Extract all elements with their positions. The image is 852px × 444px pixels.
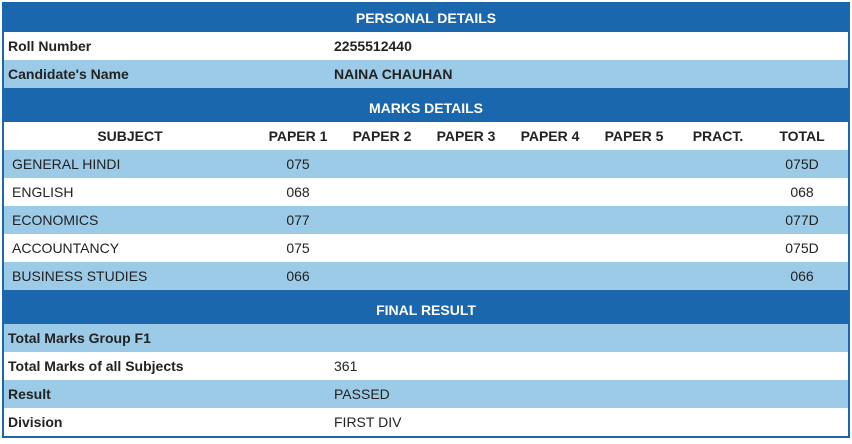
marks-row: ACCOUNTANCY 075 075D [4,234,848,262]
column-header: PAPER 2 [352,128,412,144]
row-label: Roll Number [8,38,92,54]
row-value: PASSED [334,386,390,402]
mark-cell: 077D [785,212,819,228]
column-header: PAPER 3 [436,128,496,144]
mark-cell: 075 [286,240,310,256]
subject-name: ECONOMICS [12,212,99,228]
result-row: Total Marks Group F1 [4,324,848,352]
row-label: Total Marks of all Subjects [8,358,184,374]
row-label: Division [8,414,63,430]
mark-cell: 066 [286,268,310,284]
personal-section: PERSONAL DETAILS Roll Number 2255512440 Ca… [4,4,848,88]
marks-row: GENERAL HINDI 075 075D [4,150,848,178]
column-header: SUBJECT [97,128,163,144]
marks-row: ENGLISH 068 068 [4,178,848,206]
marks-section: MARKS DETAILS SUBJECT PAPER 1 PAPER 2 PAPER… [4,94,848,290]
info-row: Candidate's Name NAINA CHAUHAN [4,60,848,88]
subject-name: BUSINESS STUDIES [12,268,148,284]
result-row: Total Marks of all Subjects 361 [4,352,848,380]
row-label: Total Marks Group F1 [8,330,151,346]
row-label: Candidate's Name [8,66,129,82]
mark-cell: 075D [785,240,819,256]
row-value: FIRST DIV [334,414,402,430]
column-header: PAPER 1 [268,128,328,144]
column-header: PAPER 4 [520,128,580,144]
section-title: FINAL RESULT [4,296,848,324]
final-section: FINAL RESULT Total Marks Group F1 Total M… [4,296,848,436]
column-header: PRACT. [692,128,744,144]
marks-row: ECONOMICS 077 077D [4,206,848,234]
section-title: PERSONAL DETAILS [4,4,848,32]
result-card: PERSONAL DETAILS Roll Number 2255512440 Ca… [2,2,850,438]
mark-cell: 068 [286,184,310,200]
mark-cell: 075 [286,156,310,172]
section-title: MARKS DETAILS [4,94,848,122]
column-header-row: SUBJECT PAPER 1 PAPER 2 PAPER 3 PAPER 4 PAPER… [4,122,848,150]
mark-cell: 077 [286,212,310,228]
subject-name: ENGLISH [12,184,74,200]
subject-name: GENERAL HINDI [12,156,121,172]
row-label: Result [8,386,51,402]
row-value: NAINA CHAUHAN [334,66,453,82]
mark-cell: 075D [785,156,819,172]
mark-cell: 068 [790,184,814,200]
row-value: 361 [334,358,358,374]
row-value: 2255512440 [334,38,412,54]
column-header: PAPER 5 [604,128,664,144]
marks-row: BUSINESS STUDIES 066 066 [4,262,848,290]
info-row: Roll Number 2255512440 [4,32,848,60]
result-row: Division FIRST DIV [4,408,848,436]
result-row: Result PASSED [4,380,848,408]
column-header: TOTAL [779,128,825,144]
mark-cell: 066 [790,268,814,284]
subject-name: ACCOUNTANCY [12,240,120,256]
